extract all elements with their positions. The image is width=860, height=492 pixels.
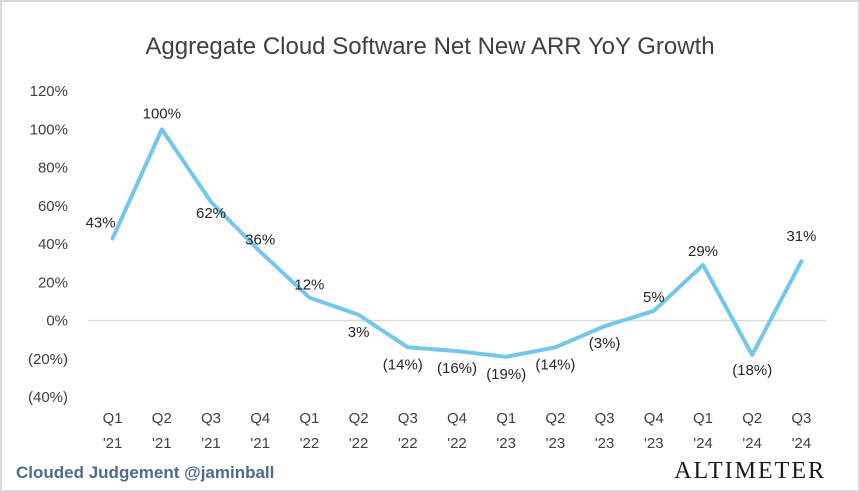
y-tick-label: 60% <box>38 198 68 215</box>
y-tick-label: (20%) <box>28 351 68 368</box>
x-tick-label-year: '22 <box>398 435 418 452</box>
x-tick-label-year: '23 <box>496 435 516 452</box>
x-tick-label-quarter: Q1 <box>299 410 319 427</box>
x-tick-label-quarter: Q1 <box>693 410 713 427</box>
data-label: 43% <box>86 214 116 231</box>
x-tick-label-quarter: Q3 <box>595 410 615 427</box>
x-tick-label-quarter: Q3 <box>201 410 221 427</box>
x-tick-label-year: '24 <box>742 435 762 452</box>
data-label: 100% <box>143 105 181 122</box>
brand-logo: ALTIMETER <box>674 458 826 484</box>
data-label: 36% <box>245 232 275 249</box>
data-label: (16%) <box>437 360 477 377</box>
x-tick-label-year: '24 <box>792 435 812 452</box>
series-group <box>110 127 804 359</box>
x-tick-label-quarter: Q1 <box>496 410 516 427</box>
x-tick-label-quarter: Q2 <box>152 410 172 427</box>
x-tick-label-year: '23 <box>546 435 566 452</box>
data-label: 3% <box>348 324 370 341</box>
y-axis: 120% 100% 80% 60% 40% 20% 0% (20%) (40%) <box>28 83 68 406</box>
x-tick-label-year: '21 <box>103 435 123 452</box>
x-tick-label-year: '23 <box>595 435 615 452</box>
y-tick-label: 120% <box>30 83 68 100</box>
data-label: (14%) <box>535 356 575 373</box>
y-tick-label: 80% <box>38 160 68 177</box>
x-tick-label-year: '22 <box>447 435 467 452</box>
y-tick-label: (40%) <box>28 389 68 406</box>
y-tick-label: 100% <box>30 121 68 138</box>
x-tick-label-quarter: Q4 <box>250 410 270 427</box>
x-tick-label-quarter: Q4 <box>447 410 467 427</box>
x-tick-label-year: '21 <box>250 435 270 452</box>
y-tick-label: 20% <box>38 274 68 291</box>
x-tick-label-quarter: Q2 <box>742 410 762 427</box>
x-tick-label-quarter: Q3 <box>791 410 811 427</box>
data-label: (18%) <box>732 362 772 379</box>
data-label: 31% <box>786 228 816 245</box>
x-tick-label-quarter: Q2 <box>545 410 565 427</box>
data-label: (3%) <box>589 335 621 352</box>
x-tick-label-year: '23 <box>644 435 664 452</box>
data-label: 62% <box>196 205 226 222</box>
x-tick-label-quarter: Q4 <box>644 410 664 427</box>
x-tick-label-year: '24 <box>693 435 713 452</box>
data-label: 12% <box>294 277 324 294</box>
x-tick-label-quarter: Q1 <box>103 410 123 427</box>
x-tick-label-quarter: Q2 <box>349 410 369 427</box>
data-label: 5% <box>643 289 665 306</box>
x-tick-label-year: '21 <box>201 435 221 452</box>
data-label: (19%) <box>486 366 526 383</box>
y-tick-label: 40% <box>38 236 68 253</box>
data-label: (14%) <box>383 356 423 373</box>
data-labels: 43% 100% 62% 36% 12% 3% (14%) (16%) (19%) (14%) (3… <box>86 105 817 383</box>
data-label: 29% <box>688 243 718 260</box>
x-tick-label-quarter: Q3 <box>398 410 418 427</box>
chart-title: Aggregate Cloud Software Net New ARR YoY… <box>145 33 714 60</box>
y-tick-label: 0% <box>46 313 68 330</box>
attribution-text: Clouded Judgement @jaminball <box>16 463 275 482</box>
x-tick-label-year: '21 <box>152 435 172 452</box>
x-tick-label-year: '22 <box>300 435 320 452</box>
x-tick-label-year: '22 <box>349 435 369 452</box>
x-axis: Q1 '21 Q2 '21 Q3 '21 Q4 '21 Q1 '22 Q2 '22 Q3 '22 Q4 '22… <box>103 410 812 452</box>
